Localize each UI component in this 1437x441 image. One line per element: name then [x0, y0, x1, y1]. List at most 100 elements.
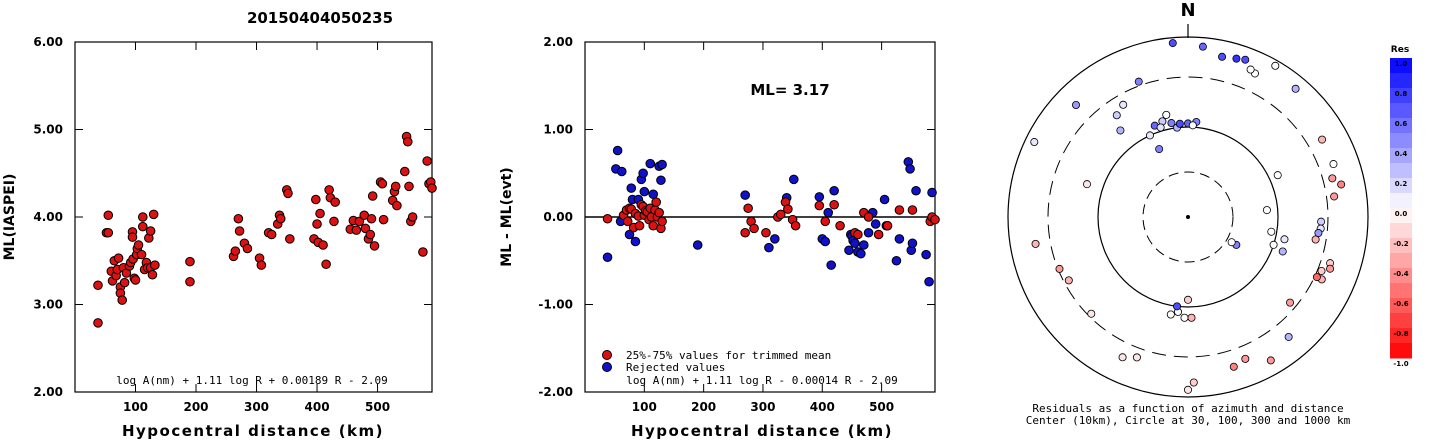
residual-point — [1241, 55, 1250, 64]
trimmed-point — [907, 205, 918, 215]
residual-point — [1168, 39, 1177, 48]
residual-point — [1173, 302, 1182, 311]
rejected-point — [924, 276, 934, 287]
rejected-point — [879, 194, 890, 205]
data-point — [378, 214, 389, 225]
north-label: N — [1180, 0, 1195, 21]
data-point — [275, 213, 286, 224]
rejected-point — [616, 166, 627, 177]
colorbar: Res 1.0 0.8 0.6 0.4 0.2 0.0 -0.2 -0.4 -0.6 -0.8 -1… — [1390, 45, 1412, 368]
y-tick-label: -2.00 — [538, 385, 573, 399]
legend-marker-rejected — [602, 362, 612, 372]
y-tick-label: 0.00 — [543, 210, 573, 224]
colorbar-cell — [1390, 223, 1412, 239]
data-point — [402, 136, 413, 147]
rejected-point — [844, 245, 854, 256]
rejected-point — [624, 229, 635, 240]
rejected-point — [820, 236, 831, 247]
residual-point — [1271, 61, 1280, 70]
rejected-point — [911, 185, 921, 196]
residual-point — [1280, 235, 1289, 244]
colorbar-cells — [1390, 58, 1412, 359]
data-point — [365, 229, 376, 240]
data-point — [150, 260, 160, 270]
trimmed-point — [761, 227, 771, 238]
formula-label: log A(nm) + 1.11 log R - 0.00014 R - 2.0… — [626, 374, 898, 387]
residual-point — [1119, 100, 1128, 109]
colorbar-tick-label: 0.2 — [1395, 180, 1408, 188]
rejected-point — [692, 240, 703, 250]
trimmed-point — [835, 220, 845, 231]
residual-point — [1229, 362, 1238, 371]
residual-point — [1112, 111, 1121, 120]
residual-point — [1273, 171, 1282, 180]
y-tick-label: 2.00 — [33, 385, 63, 399]
residual-point — [1166, 310, 1175, 319]
data-point — [185, 256, 195, 267]
panel-ml-iaspei: ML(IASPEI) Hypocentral distance (km) log… — [2, 35, 437, 440]
colorbar-cell — [1390, 73, 1412, 89]
x-tick-label: 400 — [305, 400, 330, 414]
residual-point — [1184, 295, 1193, 304]
colorbar-cell — [1390, 283, 1412, 299]
residual-point — [1241, 354, 1250, 363]
rejected-point — [814, 192, 825, 202]
rejected-point — [740, 190, 750, 200]
rejected-point — [656, 175, 666, 186]
trimmed-point — [873, 229, 884, 240]
legend-label-trimmed: 25%-75% values for trimmed mean — [626, 349, 831, 362]
data-point — [145, 226, 156, 236]
rejected-point — [657, 159, 667, 170]
colorbar-cell — [1390, 208, 1412, 224]
data-point — [366, 213, 377, 224]
trimmed-point — [814, 200, 825, 211]
y-tick-label: 5.00 — [33, 123, 63, 137]
y-tick-label: 3.00 — [33, 298, 63, 312]
colorbar-tick-label: -0.4 — [1393, 270, 1408, 278]
data-point — [321, 259, 331, 270]
data-point — [93, 318, 103, 328]
residual-point — [1184, 385, 1193, 394]
data-point — [367, 191, 378, 201]
rejected-point — [856, 248, 866, 259]
y-tick-label: 6.00 — [33, 35, 63, 49]
colorbar-cell — [1390, 298, 1412, 314]
colorbar-ticks: 1.0 0.8 0.6 0.4 0.2 0.0 -0.2 -0.4 -0.6 -0.8 -1.0 — [1393, 60, 1408, 368]
colorbar-tick-label: -1.0 — [1393, 360, 1408, 368]
colorbar-cell — [1390, 88, 1412, 104]
legend: 25%-75% values for trimmed mean Rejected… — [602, 349, 831, 374]
residual-point — [1145, 131, 1154, 140]
rejected-point — [645, 158, 656, 169]
formula-label: log A(nm) + 1.11 log R + 0.00189 R - 2.0… — [116, 374, 388, 387]
legend-marker-trimmed — [602, 350, 612, 360]
y-tick-label: -1.00 — [538, 298, 573, 312]
residual-point — [1187, 313, 1196, 322]
trimmed-point — [853, 229, 863, 240]
colorbar-cell — [1390, 178, 1412, 194]
trimmed-point — [829, 199, 839, 210]
x-tick-label: 200 — [691, 400, 716, 414]
data-point — [360, 223, 371, 234]
data-point — [137, 212, 148, 222]
ml-annotation: ML= 3.17 — [750, 81, 829, 99]
plot-frame — [74, 41, 433, 393]
data-point — [103, 210, 114, 221]
data-point — [318, 240, 328, 250]
residual-point — [1087, 309, 1096, 318]
residual-point — [1314, 229, 1323, 238]
y-tick-label: 2.00 — [543, 35, 573, 49]
ring-300km — [1047, 76, 1329, 358]
residual-point — [1189, 378, 1198, 387]
rejected-point — [859, 240, 869, 250]
colorbar-cell — [1390, 163, 1412, 179]
rejected-point — [770, 234, 780, 244]
residual-point — [1328, 174, 1337, 183]
rejected-point — [630, 236, 641, 247]
rejected-point — [850, 238, 860, 249]
data-point — [392, 200, 402, 211]
data-point — [137, 221, 148, 232]
trimmed-point — [749, 223, 759, 234]
residual-point — [1188, 121, 1197, 130]
colorbar-cell — [1390, 58, 1412, 74]
